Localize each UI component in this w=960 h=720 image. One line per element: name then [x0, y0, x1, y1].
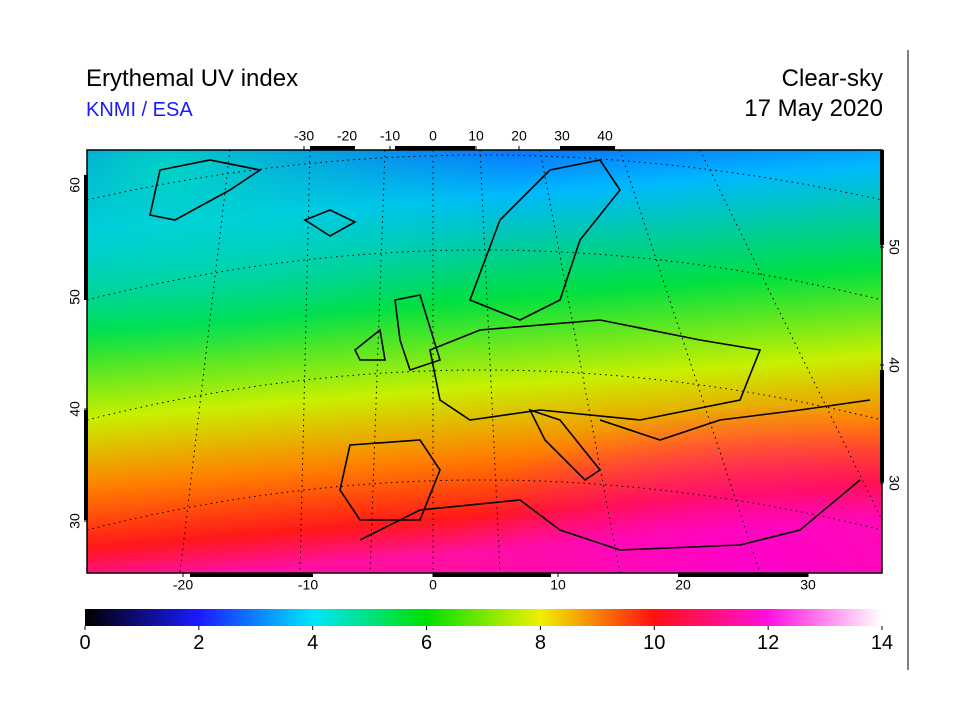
colorbar-label: 12: [757, 632, 779, 654]
colorbar-label: 4: [307, 632, 318, 654]
colorbar-label: 2: [193, 632, 204, 654]
colorbar-label: 8: [535, 632, 546, 654]
left-lat-label: 60: [67, 177, 83, 193]
bottom-lon-label: -10: [298, 577, 318, 593]
top-lon-label: 40: [597, 128, 613, 144]
colorbar: [85, 609, 882, 626]
uv-field-overlay: [87, 150, 882, 573]
frame-ticks: [84, 146, 884, 577]
top-lon-label: -30: [294, 128, 314, 144]
colorbar-label: 6: [421, 632, 432, 654]
map-field: [87, 150, 882, 573]
top-lon-label: 20: [511, 128, 527, 144]
right-lat-label: 50: [886, 239, 902, 255]
bottom-lon-label: 30: [800, 577, 816, 593]
bottom-lon-label: -20: [173, 577, 193, 593]
bottom-lon-label: 20: [675, 577, 691, 593]
source: KNMI / ESA: [86, 99, 193, 121]
top-lon-label: 10: [468, 128, 484, 144]
coastlines: [149, 159, 871, 551]
colorbar-label: 10: [643, 632, 665, 654]
right-lat-label: 30: [886, 475, 902, 491]
top-lon-label: -20: [337, 128, 357, 144]
date: 17 May 2020: [744, 95, 883, 122]
colorbar-label: 0: [79, 632, 90, 654]
left-lat-label: 50: [67, 289, 83, 305]
left-lat-label: 30: [67, 513, 83, 529]
colorbar-label: 14: [871, 632, 893, 654]
title: Erythemal UV index: [86, 65, 298, 92]
bottom-lon-label: 0: [429, 577, 437, 593]
top-lon-label: -10: [380, 128, 400, 144]
left-lat-label: 40: [67, 401, 83, 417]
right-lat-label: 40: [886, 357, 902, 373]
top-lon-label: 0: [429, 128, 437, 144]
top-lon-label: 30: [554, 128, 570, 144]
condition: Clear-sky: [782, 65, 883, 92]
bottom-lon-label: 10: [550, 577, 566, 593]
